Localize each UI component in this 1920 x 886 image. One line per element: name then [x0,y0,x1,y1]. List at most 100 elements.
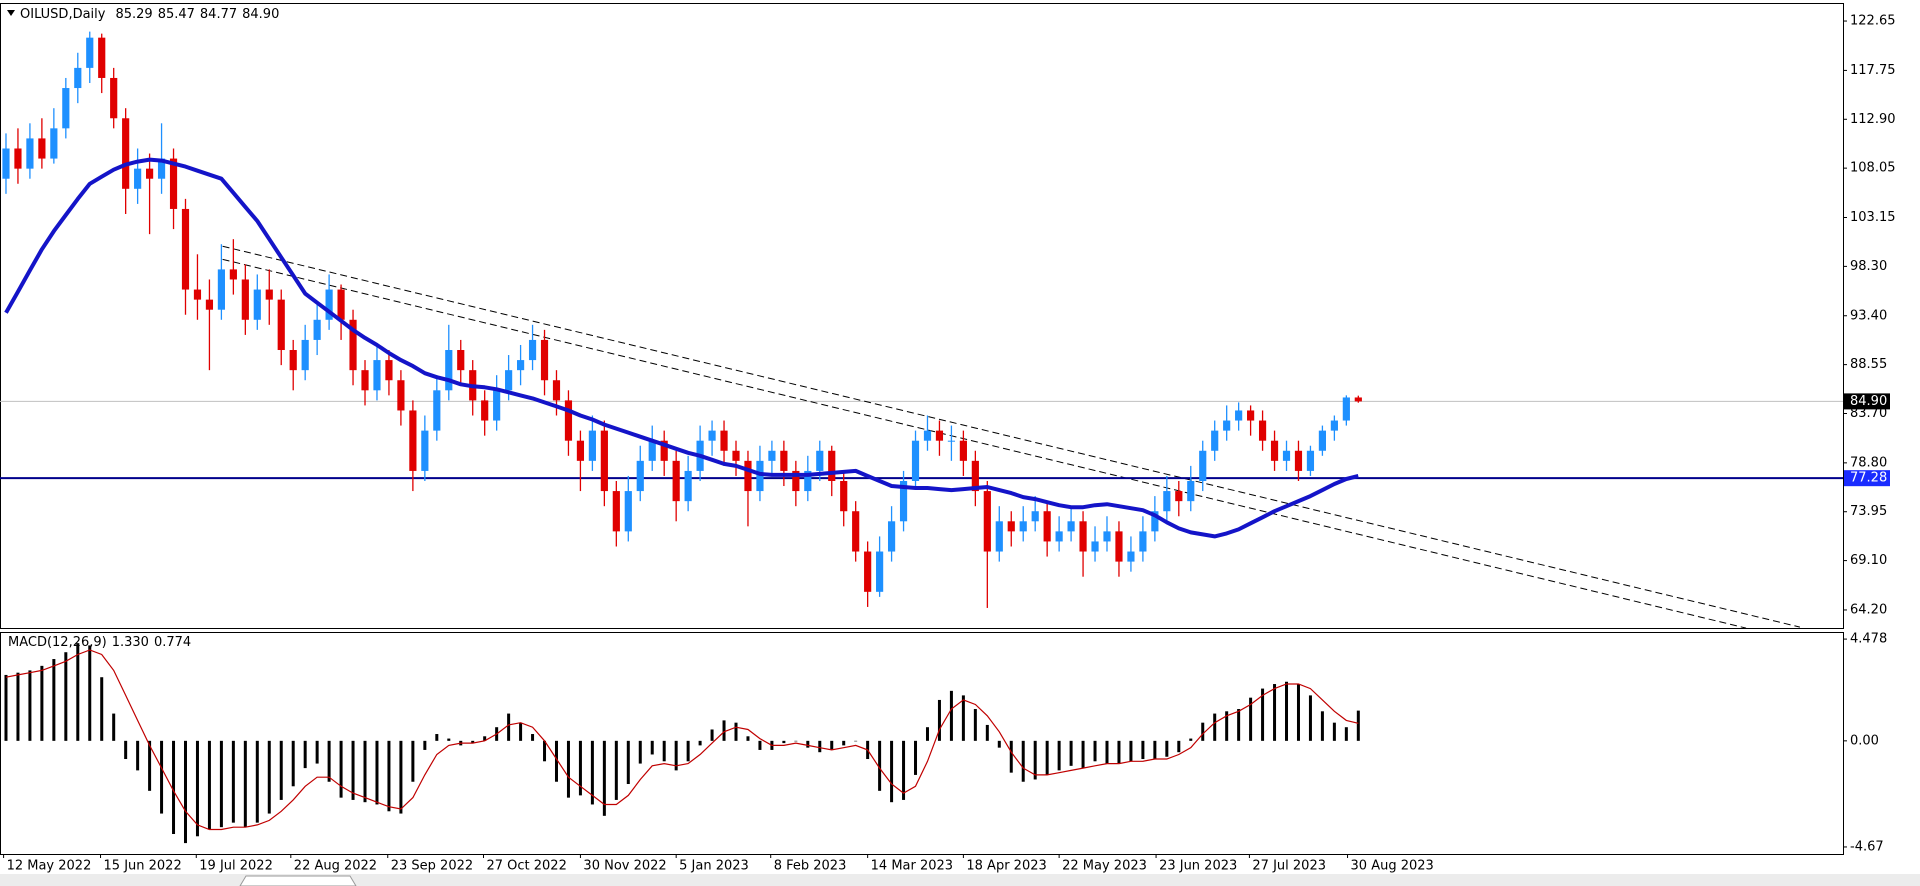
open-value: 85.29 [115,7,152,22]
macd-bar [160,740,164,814]
y-tick-label: 108.05 [1850,161,1896,176]
candle-body [816,450,824,471]
plot-area [0,31,1843,628]
macd-bar [64,652,68,741]
macd-bar [1237,709,1241,741]
scrollbar[interactable] [0,874,1920,886]
macd-bar [375,740,379,805]
macd-bar [973,709,977,741]
candle-body [1306,450,1315,471]
macd-bar [1141,740,1145,760]
candle-body [1115,531,1123,562]
macd-bar [638,740,642,764]
macd-bar [267,740,271,814]
macd-bar [854,740,858,742]
macd-bar [4,674,8,741]
macd-bar [447,738,451,741]
signal-line [5,649,1359,831]
macd-bar [626,740,630,785]
candle-body [1139,531,1147,552]
candle-body [911,440,920,481]
macd-bar [662,740,666,762]
candle-body [528,339,537,361]
candle-body [122,118,130,189]
macd-bar [949,690,953,741]
candle-body [1187,480,1195,502]
candle-body [756,460,764,492]
candle-body [947,440,956,442]
candle-body [373,360,381,391]
macd-bar [1273,684,1277,741]
macd-bar [1093,740,1097,762]
candle-body [804,470,812,492]
macd-bar [543,740,547,762]
tab[interactable] [239,875,357,886]
macd-bar [1081,740,1085,769]
candle-body [612,491,620,532]
candle-body [74,67,82,89]
macd-bar [1249,697,1253,741]
candle-body [1007,521,1015,532]
macd-bar [1021,740,1025,782]
macd-bar [710,729,714,741]
macd-bar [1225,711,1229,741]
candle-body [516,360,525,371]
candle-body [349,319,357,371]
macd-bar [961,695,965,741]
y-tick-label: 69.10 [1850,553,1887,568]
macd-bar [1153,740,1157,760]
candle-body [1091,541,1099,552]
price-label-box [1844,393,1890,410]
macd-bar [279,740,283,800]
macd-bar [148,740,152,791]
x-tick-label: 23 Jun 2023 [1159,859,1237,874]
candle-body [540,339,549,381]
candle-body [38,138,46,159]
candle-body [157,158,166,179]
macd-bar [1296,684,1300,741]
x-tick-label: 15 Jun 2022 [104,859,182,874]
macd-bar [183,740,187,844]
candle-body [1235,410,1243,421]
macd-bar [339,740,343,798]
y-tick-label: 103.15 [1850,210,1896,225]
candle-body [1211,430,1219,451]
candle-body [505,370,513,391]
candle-body [361,370,369,391]
candle-body [397,380,405,411]
y-tick-label: 64.20 [1850,602,1887,617]
candle-body [648,440,656,461]
symbol: OILUSD,Daily [20,7,106,22]
candle-body [1247,410,1255,421]
y-tick-label: 93.40 [1850,308,1887,323]
macd-bar [411,740,415,782]
candle-body [971,460,979,492]
macd-bar [722,720,726,741]
candle-body [325,289,333,320]
menu-arrow[interactable] [7,10,15,16]
macd-bar [1320,711,1324,741]
macd-panel-frame [0,632,1844,855]
macd-bar [985,724,989,741]
macd-bar [531,734,535,741]
macd-bar [423,740,427,750]
macd-bar [794,740,798,742]
macd-bar [890,740,894,803]
candle-body [253,289,261,320]
x-tick-label: 30 Aug 2023 [1351,859,1434,874]
macd-bar [1177,740,1181,753]
low-value: 84.77 [200,7,237,22]
level-label-box [1844,470,1890,487]
macd-bar [914,740,918,775]
candle-body [337,289,345,320]
macd-bar [519,722,523,741]
candle-body [1258,420,1267,441]
candle-body [1342,397,1350,421]
macd-header: MACD(12,26,9) 1.330 0.774 [8,635,191,650]
high-value: 85.47 [158,7,195,22]
candle-body [110,77,118,119]
macd-bar [1285,681,1289,741]
candle-body [780,450,788,471]
candle-body [1354,397,1362,402]
macd-signal-value: 0.774 [154,635,191,650]
